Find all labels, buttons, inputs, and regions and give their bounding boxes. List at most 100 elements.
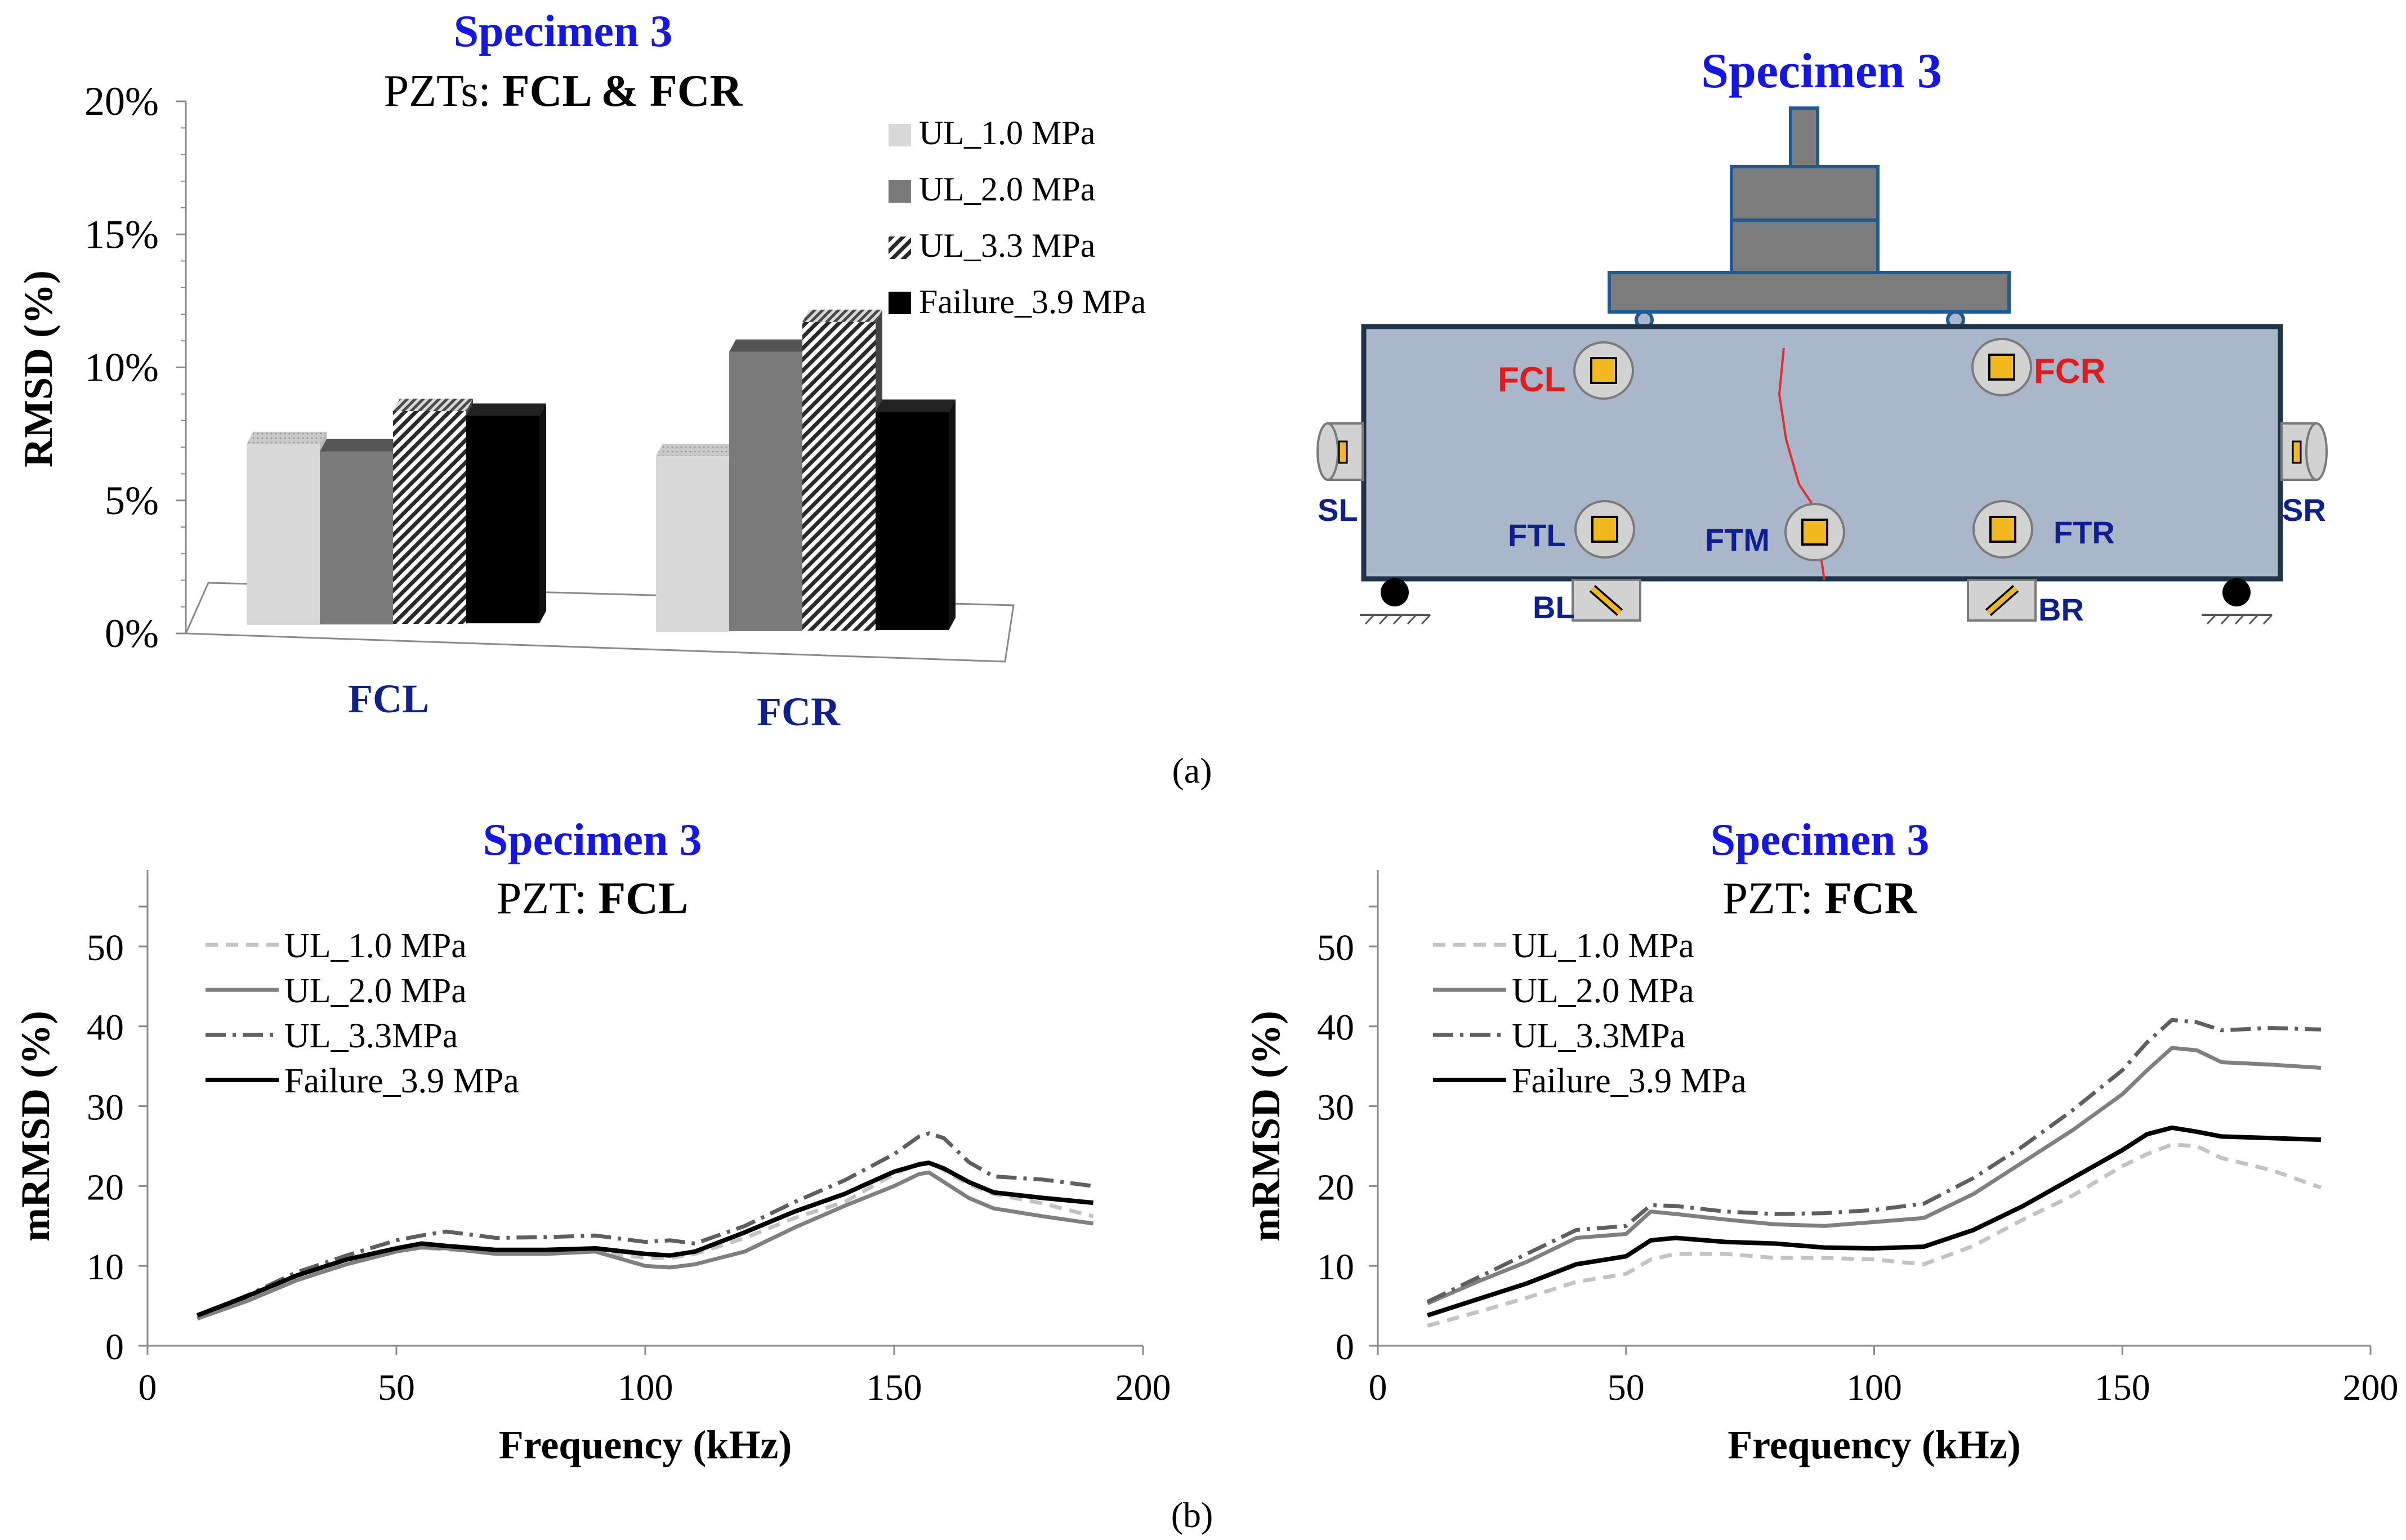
bar-top-fcr-series-2 <box>729 339 809 352</box>
bar-fcl-series-3 <box>393 411 466 624</box>
line-y-tick-label: 10 <box>1317 1247 1354 1288</box>
bar-chart-subtitle: PZTs: FCL & FCR <box>384 66 743 116</box>
line-legend-label-1: UL_1.0 MPa <box>284 927 467 965</box>
line-legend-label-1: UL_1.0 MPa <box>1512 927 1694 965</box>
line-legend-label-4: Failure_3.9 MPa <box>284 1062 519 1100</box>
bar-y-tick-label: 10% <box>84 345 159 390</box>
pzt-bl <box>1572 579 1641 622</box>
diagram-title: Specimen 3 <box>1701 44 1942 99</box>
bar-fcr-series-1 <box>656 456 729 632</box>
pzt-ftl <box>1574 500 1635 559</box>
pzt-ftm <box>1784 503 1845 561</box>
line-subtitle-prefix: PZT: <box>1723 874 1824 923</box>
bar-legend: UL_1.0 MPa UL_2.0 MPa UL_3.3 MPa Failure… <box>889 114 1146 320</box>
line-chart-fcl: Specimen 3 PZT: FCL 0 10 20 30 40 50 0 50 100 150 20… <box>13 815 1171 1467</box>
pzt-fcl-label: FCL <box>1498 360 1566 399</box>
bar-chart-title: Specimen 3 <box>454 7 673 56</box>
line-chart-title: Specimen 3 <box>1711 815 1930 865</box>
line-y-label: mRMSD (%) <box>13 1011 58 1242</box>
bar-top-fcl-series-1 <box>247 431 327 444</box>
line-series-4 <box>1426 1125 2322 1318</box>
line-x-tick-label: 200 <box>2343 1367 2399 1408</box>
pzt-ftr <box>1972 500 2033 559</box>
bar-category-fcr: FCR <box>757 689 841 734</box>
line-y-tick-label: 20 <box>87 1167 124 1208</box>
bar-top-fcl-series-2 <box>320 439 400 452</box>
line-chart-subtitle: PZT: FCL <box>497 874 688 923</box>
line-subtitle-bold: FCR <box>1824 874 1918 923</box>
pzt-fcr-label: FCR <box>2034 352 2105 391</box>
pzt-br-label: BR <box>2038 592 2084 627</box>
line-x-tick-label: 50 <box>1608 1367 1645 1408</box>
pzt-fcl <box>1573 341 1634 400</box>
pzt-ftm-label: FTM <box>1705 522 1770 557</box>
line-subtitle-prefix: PZT: <box>497 874 598 923</box>
bar-y-tick-label: 0% <box>105 611 159 656</box>
line-x-tick-label: 150 <box>2095 1367 2150 1408</box>
bar-legend-swatch-4 <box>889 292 911 314</box>
bar-top-fcr-series-4 <box>876 399 956 412</box>
line-x-tick-label: 50 <box>378 1367 415 1408</box>
bar-floor <box>184 582 1015 663</box>
line-y-tick-label: 10 <box>87 1247 124 1288</box>
load-block-lower <box>1730 218 1880 274</box>
support-left <box>1381 578 1409 606</box>
bar-fcr-series-4 <box>876 412 949 630</box>
bar-legend-label-2: UL_2.0 MPa <box>919 171 1095 208</box>
bars <box>247 309 956 632</box>
bar-y-label: RMSD (%) <box>16 270 61 467</box>
support-right-hatch <box>2206 614 2273 625</box>
bar-category-fcl: FCL <box>348 676 429 721</box>
pzt-ftr-label: FTR <box>2054 515 2115 550</box>
bar-y-tick-label: 20% <box>84 79 159 124</box>
line-y-tick-label: 40 <box>1317 1007 1354 1048</box>
line-y-tick-label: 0 <box>1336 1327 1354 1368</box>
bar-y-tick-label: 15% <box>84 212 159 257</box>
line-x-tick-label: 0 <box>139 1367 157 1408</box>
pzt-br <box>1967 579 2037 622</box>
bar-chart: Specimen 3 PZTs: FCL & FCR 0% 5% 10% 15% 20%… <box>16 7 1146 734</box>
line-y-tick-label: 30 <box>1317 1087 1354 1128</box>
load-rod <box>1789 106 1819 169</box>
line-series-1 <box>1427 1142 2322 1328</box>
bar-fcr-series-2 <box>729 351 802 631</box>
line-series-3 <box>197 1131 1094 1318</box>
bar-top-fcr-series-3 <box>802 309 882 322</box>
bar-y-ticks: 0% 5% 10% 15% 20% <box>84 79 186 656</box>
line-y-tick-label: 50 <box>87 927 124 968</box>
bar-legend-label-3: UL_3.3 MPa <box>919 227 1095 264</box>
bar-subtitle-bold: FCL & FCR <box>502 66 743 116</box>
line-chart-fcr: Specimen 3 PZT: FCR 0 10 20 30 40 50 0 50 100 150 20… <box>1243 815 2399 1467</box>
bar-top-fcl-series-4 <box>466 403 546 416</box>
load-block-upper <box>1730 165 1880 222</box>
line-chart-title: Specimen 3 <box>483 815 702 865</box>
line-series-2 <box>1426 1046 2322 1306</box>
line-chart-subtitle: PZT: FCR <box>1723 874 1918 923</box>
bar-legend-swatch-3 <box>889 236 911 259</box>
line-y-tick-label: 0 <box>105 1327 124 1368</box>
line-legend-label-4: Failure_3.9 MPa <box>1512 1062 1747 1100</box>
pzt-sr <box>2280 422 2328 481</box>
pzt-sr-label: SR <box>2282 492 2326 528</box>
line-series-2 <box>197 1170 1094 1321</box>
bar-fcl-series-1 <box>247 444 320 625</box>
bar-y-tick-label: 5% <box>105 478 159 523</box>
line-y-label: mRMSD (%) <box>1243 1011 1288 1242</box>
line-x-label: Frequency (kHz) <box>499 1422 792 1467</box>
bar-legend-swatch-2 <box>889 180 911 203</box>
line-x-label: Frequency (kHz) <box>1728 1422 2021 1467</box>
line-series-4 <box>196 1160 1093 1318</box>
line-series-1 <box>197 1160 1094 1319</box>
line-legend-label-3: UL_3.3MPa <box>1512 1017 1685 1055</box>
bar-top-fcr-series-1 <box>656 444 736 457</box>
bar-legend-swatch-1 <box>889 124 911 146</box>
bar-side-fcl-series-4 <box>539 403 546 623</box>
line-x-tick-label: 200 <box>1115 1367 1171 1408</box>
pzt-sl-label: SL <box>1318 492 1358 528</box>
bar-subtitle-prefix: PZTs: <box>384 66 502 116</box>
support-right <box>2222 578 2251 606</box>
bar-fcr-series-3 <box>802 322 876 631</box>
bar-legend-label-1: UL_1.0 MPa <box>919 114 1095 151</box>
line-x-tick-label: 150 <box>867 1367 922 1408</box>
